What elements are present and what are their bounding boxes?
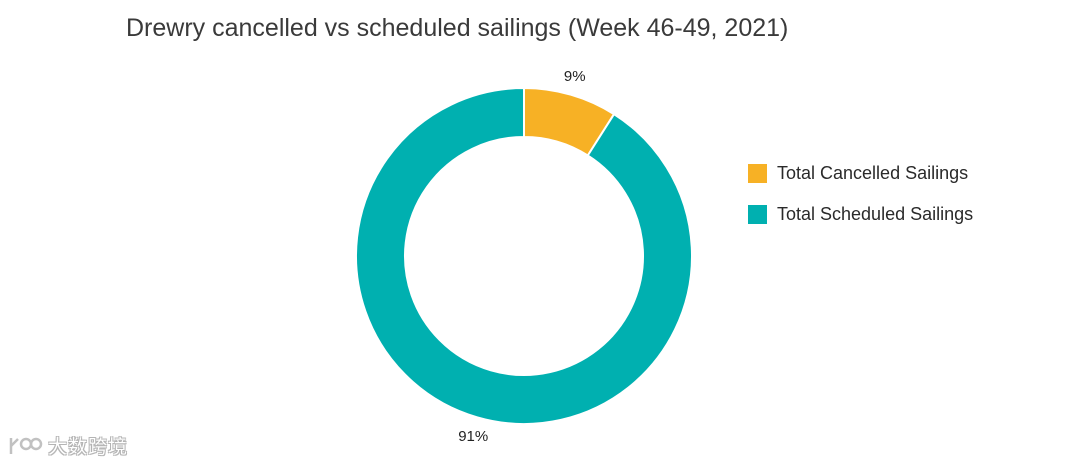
legend-item-scheduled: Total Scheduled Sailings xyxy=(748,201,973,227)
slice-scheduled xyxy=(355,86,693,425)
legend-item-cancelled: Total Cancelled Sailings xyxy=(748,160,973,186)
legend-label-cancelled: Total Cancelled Sailings xyxy=(777,162,969,183)
legend-swatch-scheduled xyxy=(748,204,767,224)
legend-label-scheduled: Total Scheduled Sailings xyxy=(777,203,974,224)
legend-swatch-cancelled xyxy=(748,163,767,183)
watermark-logo-icon xyxy=(9,437,43,454)
chart-legend: Total Cancelled Sailings Total Scheduled… xyxy=(748,160,973,242)
watermark-text: 大数跨境 xyxy=(48,436,129,458)
slice-label-scheduled: 91% xyxy=(458,428,488,445)
watermark: 大数跨境 xyxy=(8,432,128,459)
slice-label-cancelled: 9% xyxy=(564,68,586,85)
chart-title: Drewry cancelled vs scheduled sailings (… xyxy=(126,14,789,42)
